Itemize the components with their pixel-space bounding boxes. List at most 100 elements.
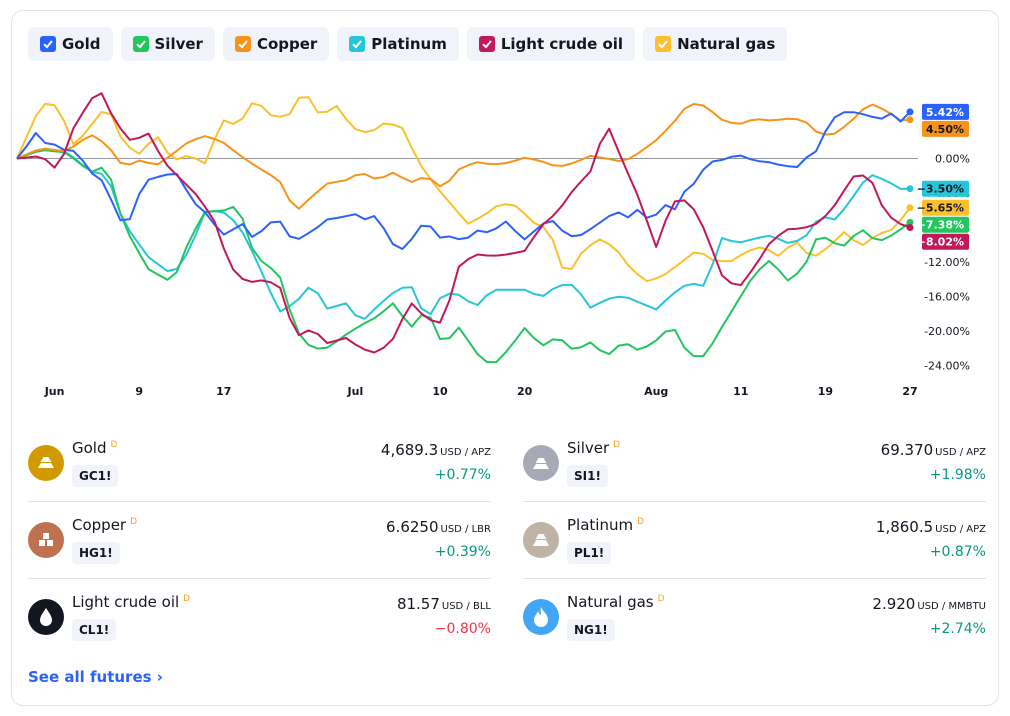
x-tick-label: 9 bbox=[135, 385, 143, 398]
series-line-platinum bbox=[16, 147, 911, 320]
asset-name[interactable]: Silver D bbox=[567, 439, 620, 457]
asset-symbol[interactable]: SI1! bbox=[567, 465, 608, 487]
price-value: 4,689.3 bbox=[380, 441, 439, 459]
performance-chart: 0.00%-4.00%-8.00%-12.00%-16.00%-20.00%-2… bbox=[16, 92, 970, 398]
delayed-badge: D bbox=[110, 440, 118, 450]
series-legend: Gold Silver Copper Platinum Light crude oil N… bbox=[28, 27, 788, 61]
asset-name[interactable]: Platinum D bbox=[567, 516, 644, 534]
silver-bars-icon bbox=[523, 445, 559, 481]
asset-row-copper[interactable]: Copper D HG1! 6.6250 USD / LBR +0.39% bbox=[28, 502, 491, 579]
copper-blocks-icon bbox=[28, 522, 64, 558]
flame-icon bbox=[523, 599, 559, 635]
asset-name[interactable]: Light crude oil D bbox=[72, 593, 190, 611]
series-line-natural-gas bbox=[16, 96, 911, 283]
series-line-gold bbox=[16, 111, 911, 250]
series-line-silver bbox=[16, 149, 911, 364]
asset-row-platinum[interactable]: Platinum D PL1! 1,860.5 USD / APZ +0.87% bbox=[523, 502, 986, 579]
asset-name[interactable]: Natural gas D bbox=[567, 593, 665, 611]
delayed-badge: D bbox=[130, 517, 138, 527]
series-end-tag: −5.65% bbox=[917, 199, 969, 216]
legend-label: Platinum bbox=[371, 35, 447, 53]
price-change: +0.39% bbox=[434, 544, 491, 560]
series-end-value: 5.42% bbox=[926, 106, 964, 119]
series-end-value: 4.50% bbox=[926, 123, 964, 136]
x-tick-label: Jun bbox=[44, 385, 65, 398]
series-end-value: −7.38% bbox=[917, 219, 964, 232]
asset-name-text: Copper bbox=[72, 516, 127, 534]
legend-chip-copper[interactable]: Copper bbox=[222, 27, 330, 61]
asset-row-natural-gas[interactable]: Natural gas D NG1! 2.920 USD / MMBTU +2.74% bbox=[523, 579, 986, 656]
series-end-point bbox=[906, 116, 914, 124]
price-unit: USD / LBR bbox=[440, 524, 491, 535]
checkbox-checked-icon bbox=[40, 36, 56, 52]
price-unit: USD / BLL bbox=[441, 601, 491, 612]
asset-name-text: Platinum bbox=[567, 516, 634, 534]
legend-label: Gold bbox=[62, 35, 101, 53]
legend-chip-natural-gas[interactable]: Natural gas bbox=[643, 27, 788, 61]
y-tick-label: -16.00% bbox=[924, 291, 970, 304]
asset-name[interactable]: Copper D bbox=[72, 516, 137, 534]
price-value: 1,860.5 bbox=[875, 518, 934, 536]
asset-name[interactable]: Gold D bbox=[72, 439, 117, 457]
asset-row-gold[interactable]: Gold D GC1! 4,689.3 USD / APZ +0.77% bbox=[28, 425, 491, 502]
asset-price: 81.57 USD / BLL bbox=[397, 595, 491, 613]
checkbox-checked-icon bbox=[478, 36, 495, 52]
legend-label: Copper bbox=[256, 35, 318, 53]
legend-label: Natural gas bbox=[677, 35, 776, 53]
checkbox-checked-icon bbox=[132, 36, 149, 52]
series-end-tag: 5.42% bbox=[922, 103, 969, 120]
checkbox-checked-icon bbox=[234, 36, 251, 52]
price-value: 69.370 bbox=[880, 441, 934, 459]
asset-price: 69.370 USD / APZ bbox=[881, 441, 986, 459]
price-change: +0.87% bbox=[929, 544, 986, 560]
asset-symbol[interactable]: HG1! bbox=[72, 542, 120, 564]
price-value: 2.920 bbox=[872, 595, 916, 613]
checkbox-checked-icon bbox=[349, 36, 366, 52]
x-tick-label: 17 bbox=[216, 385, 231, 398]
x-tick-label: 27 bbox=[902, 385, 917, 398]
y-tick-label: -20.00% bbox=[924, 325, 970, 338]
y-tick-label: -24.00% bbox=[924, 360, 970, 373]
x-tick-label: Aug bbox=[644, 385, 668, 398]
asset-symbol[interactable]: PL1! bbox=[567, 542, 612, 564]
x-tick-label: 20 bbox=[517, 385, 533, 398]
legend-chip-light-crude-oil[interactable]: Light crude oil bbox=[466, 27, 636, 61]
gold-bars-icon bbox=[28, 445, 64, 481]
series-line-copper bbox=[16, 103, 911, 210]
asset-row-light-crude-oil[interactable]: Light crude oil D CL1! 81.57 USD / BLL −0.80% bbox=[28, 579, 491, 656]
series-end-point bbox=[906, 224, 914, 232]
x-tick-label: 10 bbox=[432, 385, 448, 398]
asset-name-text: Natural gas bbox=[567, 593, 654, 611]
series-end-tag: −8.02% bbox=[917, 233, 969, 250]
price-change: −0.80% bbox=[434, 621, 491, 637]
delayed-badge: D bbox=[657, 594, 665, 604]
price-value: 6.6250 bbox=[386, 518, 439, 536]
asset-price: 4,689.3 USD / APZ bbox=[381, 441, 491, 459]
legend-label: Silver bbox=[154, 35, 203, 53]
series-end-tag: −3.50% bbox=[917, 180, 969, 197]
series-end-tag: 4.50% bbox=[922, 120, 969, 137]
asset-name-text: Gold bbox=[72, 439, 107, 457]
delayed-badge: D bbox=[613, 440, 621, 450]
price-change: +1.98% bbox=[929, 467, 986, 483]
series-end-point bbox=[906, 185, 914, 193]
delayed-badge: D bbox=[183, 594, 191, 604]
asset-symbol[interactable]: GC1! bbox=[72, 465, 119, 487]
asset-symbol[interactable]: NG1! bbox=[567, 619, 615, 641]
legend-chip-platinum[interactable]: Platinum bbox=[337, 27, 459, 61]
price-change: +2.74% bbox=[929, 621, 986, 637]
oil-drop-icon bbox=[28, 599, 64, 635]
asset-symbol[interactable]: CL1! bbox=[72, 619, 117, 641]
x-tick-label: 11 bbox=[733, 385, 748, 398]
legend-chip-gold[interactable]: Gold bbox=[28, 27, 113, 61]
see-all-futures-link[interactable]: See all futures › bbox=[28, 668, 163, 686]
series-end-value: −3.50% bbox=[917, 183, 964, 196]
x-tick-label: 19 bbox=[818, 385, 833, 398]
series-end-point bbox=[906, 204, 914, 212]
price-value: 81.57 bbox=[396, 595, 440, 613]
asset-row-silver[interactable]: Silver D SI1! 69.370 USD / APZ +1.98% bbox=[523, 425, 986, 502]
series-end-point bbox=[906, 218, 914, 226]
asset-price: 1,860.5 USD / APZ bbox=[876, 518, 986, 536]
asset-price: 2.920 USD / MMBTU bbox=[872, 595, 986, 613]
legend-chip-silver[interactable]: Silver bbox=[120, 27, 215, 61]
